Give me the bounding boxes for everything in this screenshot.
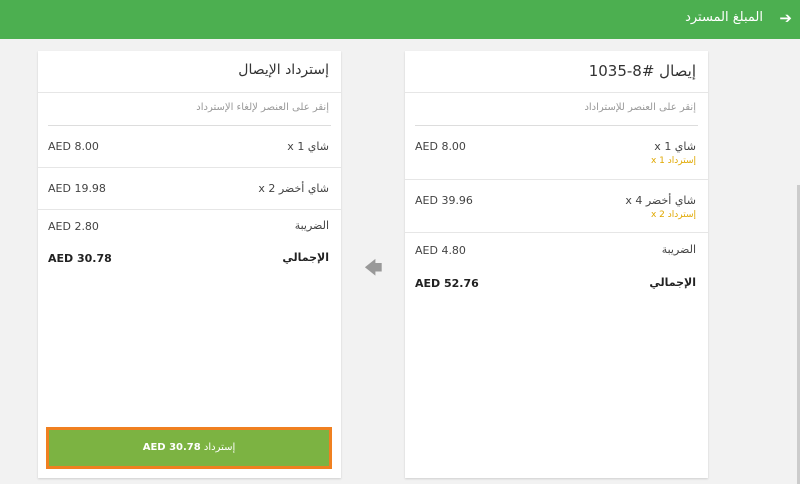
refund-item[interactable]: شاي أخضر 2 x AED 19.98: [38, 168, 341, 210]
item-name: شاي أخضر 2 x: [258, 182, 329, 195]
arrow-right-icon[interactable]: ➔: [779, 9, 792, 27]
app-header: ➔ المبلغ المسترد: [0, 0, 800, 39]
arrow-left-icon: 🡄: [364, 258, 383, 279]
refund-button-amount: AED 30.78: [142, 442, 201, 453]
receipt-title: إيصال #8-1035: [405, 51, 708, 93]
receipt-card: إيصال #8-1035 إنقر على العنصر للإستراداد…: [405, 51, 708, 478]
refund-hint: إنقر على العنصر لإلغاء الإسترداد: [48, 93, 331, 126]
refund-card: إسترداد الإيصال إنقر على العنصر لإلغاء ا…: [38, 51, 341, 478]
tax-value: AED 4.80: [415, 244, 466, 257]
item-name: شاي أخضر 4 x: [625, 194, 696, 207]
total-label: الإجمالي: [282, 251, 329, 264]
refund-item[interactable]: شاي 1 x AED 8.00: [38, 126, 341, 168]
item-refund-qty: إسترداد 1 x: [650, 156, 696, 166]
item-price: AED 19.98: [48, 182, 106, 195]
refund-button[interactable]: إسترداد AED 30.78: [46, 427, 332, 469]
total-label: الإجمالي: [649, 276, 696, 289]
item-price: AED 39.96: [415, 194, 473, 207]
tax-label: الضريبة: [294, 219, 329, 232]
item-price: AED 8.00: [48, 140, 99, 153]
item-refund-qty: إسترداد 2 x: [650, 210, 696, 220]
item-name: شاي 1 x: [654, 140, 696, 153]
item-name: شاي 1 x: [287, 140, 329, 153]
page-title: المبلغ المسترد: [685, 10, 763, 25]
tax-label: الضريبة: [661, 243, 696, 256]
tax-value: AED 2.80: [48, 220, 99, 233]
receipt-hint: إنقر على العنصر للإستراداد: [415, 93, 698, 126]
scrollbar[interactable]: [797, 185, 800, 484]
refund-title: إسترداد الإيصال: [38, 51, 341, 93]
receipt-item[interactable]: شاي 1 x إسترداد 1 x AED 8.00: [405, 126, 708, 180]
receipt-item[interactable]: شاي أخضر 4 x إسترداد 2 x AED 39.96: [405, 180, 708, 233]
item-price: AED 8.00: [415, 140, 466, 153]
total-value: AED 30.78: [48, 252, 112, 265]
total-value: AED 52.76: [415, 277, 479, 290]
refund-button-label: إسترداد: [203, 442, 236, 453]
